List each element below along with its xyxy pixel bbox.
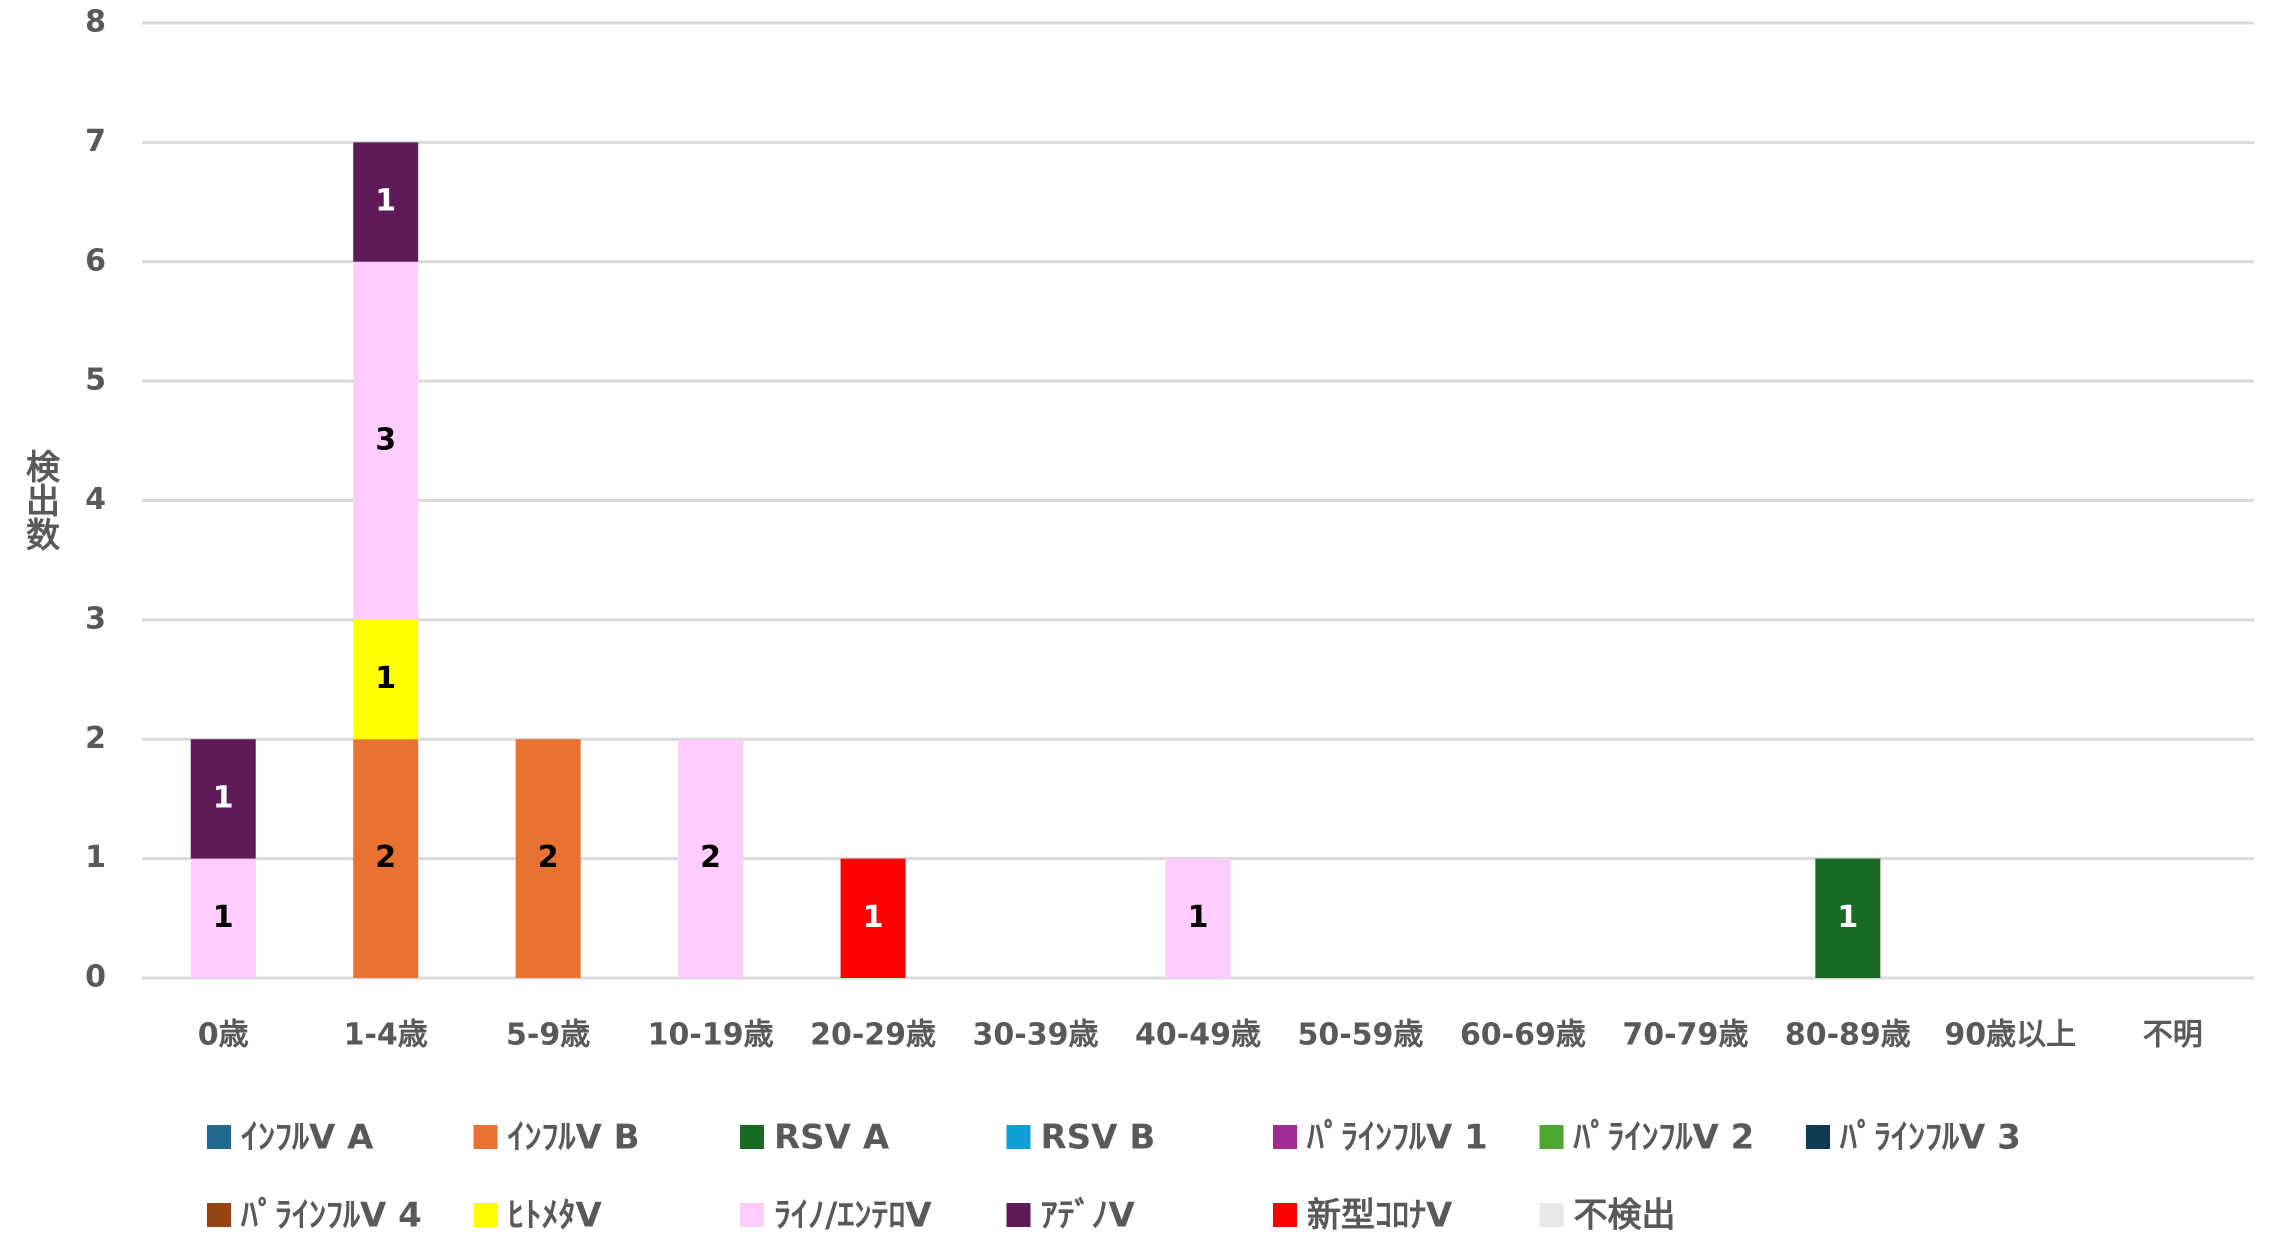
x-tick-label: 60-69歳 (1460, 1018, 1586, 1053)
data-label: 2 (375, 840, 396, 875)
legend-swatch (1273, 1203, 1297, 1227)
legend-label: ｲﾝﾌﾙV B (508, 1118, 640, 1158)
data-label: 1 (213, 900, 234, 935)
legend-label: ﾊﾟﾗｲﾝﾌﾙV 4 (240, 1196, 422, 1236)
x-tick-label: 40-49歳 (1135, 1018, 1261, 1053)
y-tick-label: 6 (85, 243, 106, 278)
y-tick-label: 2 (85, 721, 106, 756)
bar-segment (353, 261, 419, 620)
legend-swatch (1539, 1203, 1564, 1227)
x-tick-label: 5-9歳 (506, 1018, 590, 1053)
y-tick-label: 1 (85, 840, 106, 875)
data-label: 1 (375, 184, 396, 219)
legend-swatch (1806, 1125, 1830, 1149)
legend-label: ﾋﾄﾒﾀV (508, 1196, 603, 1236)
y-tick-label: 0 (85, 960, 106, 995)
y-tick-label: 3 (85, 601, 106, 636)
bar-segment (1165, 858, 1231, 978)
legend-swatch (207, 1203, 231, 1227)
y-axis-label: 検出数 (20, 449, 60, 551)
data-label: 1 (213, 780, 234, 815)
legend-label: 新型ｺﾛﾅV (1307, 1196, 1453, 1236)
data-label: 3 (375, 422, 396, 457)
bar-segment (678, 739, 744, 978)
x-tick-label: 90歳以上 (1944, 1018, 2076, 1053)
legend-swatch (1539, 1125, 1564, 1149)
x-tick-label: 不明 (2143, 1018, 2203, 1053)
bar-segment (190, 739, 256, 859)
legend-swatch (1006, 1125, 1031, 1149)
x-tick-label: 80-89歳 (1785, 1018, 1911, 1053)
data-label: 1 (375, 661, 396, 696)
data-label: 1 (1188, 900, 1209, 935)
legend-swatch (1273, 1125, 1297, 1149)
bar-segment (353, 142, 419, 262)
legend-swatch (473, 1203, 498, 1227)
y-tick-label: 8 (85, 5, 106, 40)
legend-swatch (740, 1203, 764, 1227)
y-tick-label: 4 (85, 482, 106, 517)
legend-label: ｲﾝﾌﾙV A (241, 1118, 374, 1158)
y-tick-label: 5 (85, 363, 106, 398)
legend-label: 不検出 (1574, 1196, 1676, 1236)
legend-swatch (207, 1125, 231, 1149)
x-tick-label: 50-59歳 (1297, 1018, 1423, 1053)
legend-label: ﾊﾟﾗｲﾝﾌﾙV 1 (1306, 1118, 1488, 1158)
bar-segment (840, 858, 906, 978)
x-tick-label: 20-29歳 (810, 1018, 936, 1053)
legend-label: ﾊﾟﾗｲﾝﾌﾙV 3 (1839, 1118, 2021, 1158)
data-label: 1 (1837, 900, 1858, 935)
x-tick-label: 1-4歳 (344, 1018, 428, 1053)
bar-segment (190, 858, 256, 978)
x-tick-label: 0歳 (198, 1018, 249, 1053)
legend-label: RSV A (774, 1118, 890, 1158)
legend-swatch (1006, 1203, 1031, 1227)
data-label: 2 (700, 840, 721, 875)
bar-segment (353, 619, 419, 740)
legend-label: RSV B (1041, 1118, 1156, 1158)
data-label: 1 (863, 900, 884, 935)
x-tick-label: 30-39歳 (973, 1018, 1099, 1053)
bar-segment (1815, 858, 1881, 978)
legend-swatch (740, 1125, 764, 1149)
legend-label: ﾗｲﾉ/ｴﾝﾃﾛV (774, 1196, 932, 1236)
legend-label: ﾊﾟﾗｲﾝﾌﾙV 2 (1573, 1118, 1755, 1158)
bar-segment (353, 739, 419, 978)
legend-swatch (473, 1125, 498, 1149)
data-label: 2 (538, 840, 559, 875)
legend-label: ｱﾃﾞﾉV (1041, 1196, 1136, 1236)
x-tick-label: 10-19歳 (648, 1018, 774, 1053)
x-tick-label: 70-79歳 (1622, 1018, 1748, 1053)
y-tick-label: 7 (85, 124, 106, 159)
bar-segment (515, 739, 581, 978)
